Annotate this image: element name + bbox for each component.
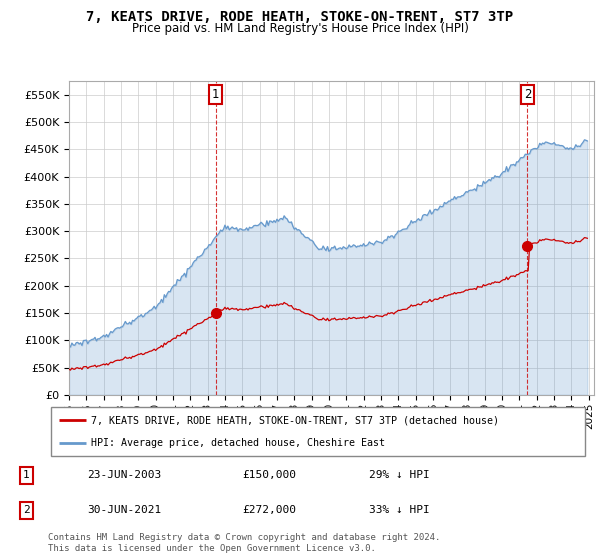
Text: 2: 2 (23, 505, 30, 515)
FancyBboxPatch shape (51, 407, 585, 456)
Text: 7, KEATS DRIVE, RODE HEATH, STOKE-ON-TRENT, ST7 3TP: 7, KEATS DRIVE, RODE HEATH, STOKE-ON-TRE… (86, 10, 514, 24)
Text: 7, KEATS DRIVE, RODE HEATH, STOKE-ON-TRENT, ST7 3TP (detached house): 7, KEATS DRIVE, RODE HEATH, STOKE-ON-TRE… (91, 416, 499, 426)
Text: 1: 1 (23, 470, 30, 480)
Text: 23-JUN-2003: 23-JUN-2003 (87, 470, 161, 480)
Text: 2: 2 (524, 88, 531, 101)
Text: 30-JUN-2021: 30-JUN-2021 (87, 505, 161, 515)
Text: Price paid vs. HM Land Registry's House Price Index (HPI): Price paid vs. HM Land Registry's House … (131, 22, 469, 35)
Text: 33% ↓ HPI: 33% ↓ HPI (369, 505, 430, 515)
Text: HPI: Average price, detached house, Cheshire East: HPI: Average price, detached house, Ches… (91, 438, 385, 448)
Text: £150,000: £150,000 (242, 470, 296, 480)
Text: Contains HM Land Registry data © Crown copyright and database right 2024.
This d: Contains HM Land Registry data © Crown c… (48, 533, 440, 553)
Text: 29% ↓ HPI: 29% ↓ HPI (369, 470, 430, 480)
Text: 1: 1 (212, 88, 219, 101)
Text: £272,000: £272,000 (242, 505, 296, 515)
